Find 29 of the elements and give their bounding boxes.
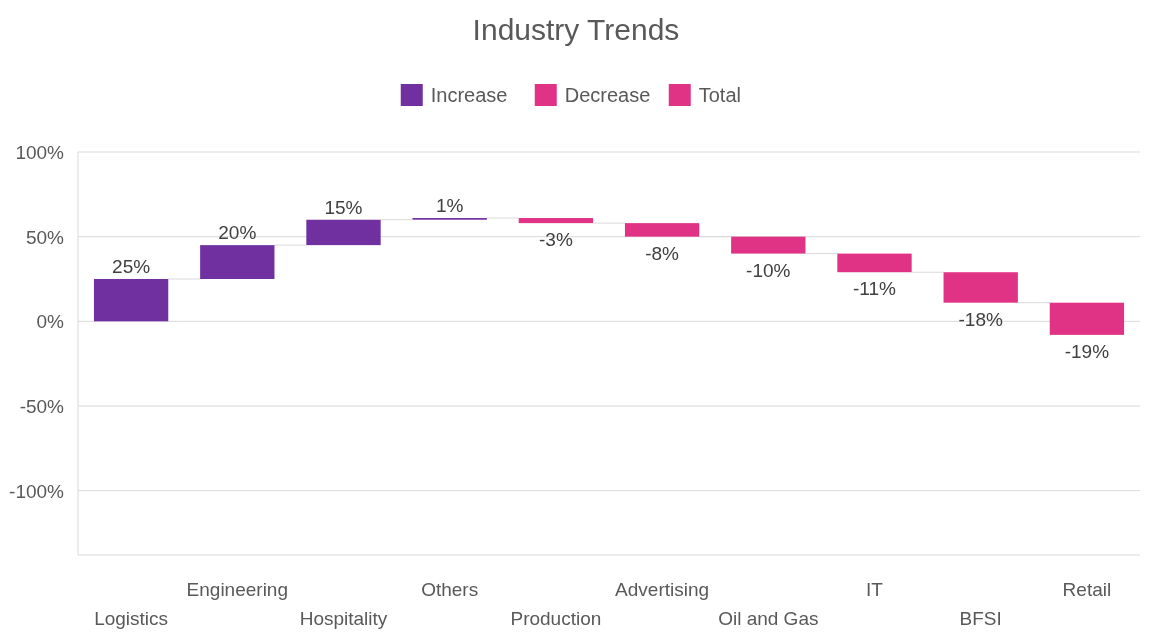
data-label: 1% [435,195,464,217]
x-tick-label: Others [421,579,479,600]
legend-label: Decrease [564,84,651,106]
y-tick-label: -100% [9,480,65,502]
data-label: -8% [645,242,680,264]
data-label: -10% [746,259,791,281]
data-label: 15% [324,196,363,218]
x-tick-label: Oil and Gas [718,608,819,629]
x-tick-label: Hospitality [299,608,388,629]
x-tick-label: Production [510,608,602,629]
chart-title: Industry Trends [472,13,680,46]
x-tick-label: BFSI [959,608,1002,629]
x-tick-label: Engineering [186,579,289,600]
y-tick-label: -50% [19,395,65,417]
data-label: -18% [958,308,1003,330]
x-tick-label: Logistics [94,608,169,629]
y-tick-label: 50% [25,226,65,248]
x-tick-label: Advertising [615,579,710,600]
legend-label: Total [698,84,741,106]
data-label: 20% [218,222,257,244]
legend-label: Increase [430,84,508,106]
data-label: -11% [853,278,897,300]
y-tick-label: 0% [36,311,65,333]
y-tick-label: 100% [15,142,65,163]
data-label: -3% [539,229,573,251]
x-tick-label: Retail [1062,579,1112,600]
data-label: 25% [112,256,151,277]
data-label: -19% [1064,340,1110,362]
x-tick-label: IT [866,579,884,600]
